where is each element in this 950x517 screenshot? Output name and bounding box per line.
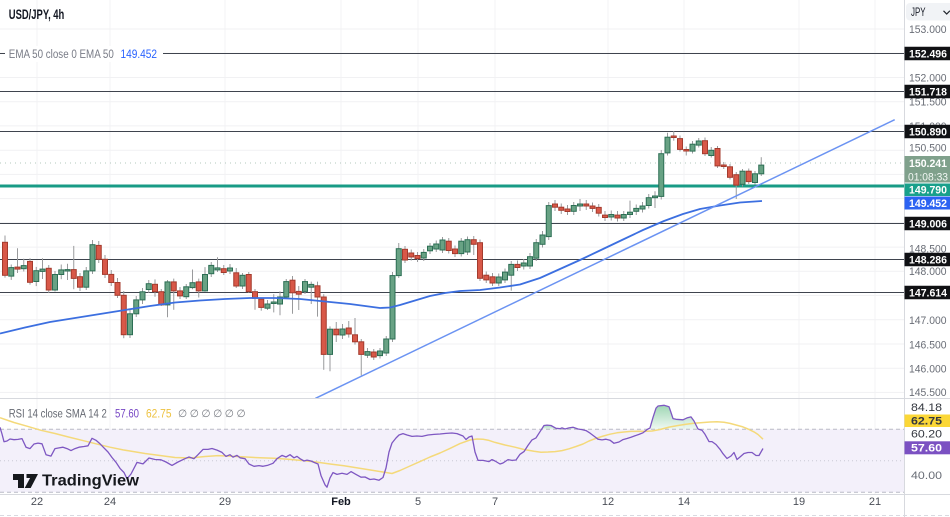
svg-text:Feb: Feb [331,496,351,508]
svg-text:152.000: 152.000 [909,72,947,84]
svg-text:149.006: 149.006 [909,218,947,230]
svg-text:01:08:33: 01:08:33 [908,171,948,183]
svg-text:146.000: 146.000 [909,363,947,375]
svg-text:∅: ∅ [190,408,199,420]
svg-text:7: 7 [492,496,498,508]
svg-text:60.20: 60.20 [911,429,942,441]
svg-text:EMA 50 close 0 EMA 50: EMA 50 close 0 EMA 50 [9,49,114,61]
svg-text:∅: ∅ [225,408,234,420]
svg-text:57.60: 57.60 [115,409,139,421]
svg-text:22: 22 [31,496,43,508]
svg-text:145.500: 145.500 [909,387,947,399]
svg-text:USD/JPY, 4h: USD/JPY, 4h [9,6,65,22]
svg-text:5: 5 [415,496,421,508]
svg-text:62.75: 62.75 [911,416,942,428]
svg-text:∅: ∅ [201,408,210,420]
svg-text:12: 12 [602,496,614,508]
svg-text:152.496: 152.496 [909,48,947,60]
svg-text:21: 21 [869,496,881,508]
svg-text:149.452: 149.452 [121,49,158,61]
svg-text:24: 24 [104,496,116,508]
svg-text:∅: ∅ [213,408,222,420]
svg-text:147.000: 147.000 [909,315,947,327]
svg-text:150.890: 150.890 [909,126,947,138]
svg-text:151.500: 151.500 [909,97,947,109]
svg-text:JPY: JPY [911,7,926,19]
svg-text:TradingView: TradingView [42,473,140,490]
svg-text:148.000: 148.000 [909,266,947,278]
svg-text:57.60: 57.60 [911,443,942,455]
svg-text:40.00: 40.00 [911,470,942,482]
svg-text:84.18: 84.18 [911,402,942,414]
svg-text:RSI 14 close SMA 14 2: RSI 14 close SMA 14 2 [9,409,107,421]
svg-text:19: 19 [793,496,805,508]
svg-text:14: 14 [678,496,690,508]
svg-text:62.75: 62.75 [146,409,172,421]
svg-text:148.500: 148.500 [909,243,947,255]
svg-text:148.286: 148.286 [909,254,947,266]
svg-text:153.000: 153.000 [909,24,947,36]
svg-text:29: 29 [219,496,231,508]
svg-text:151.718: 151.718 [909,86,947,98]
svg-text:149.790: 149.790 [909,185,947,197]
svg-text:∅: ∅ [237,408,246,420]
svg-text:∅: ∅ [178,408,187,420]
svg-text:149.452: 149.452 [909,198,947,210]
svg-text:150.241: 150.241 [909,158,947,170]
svg-text:147.614: 147.614 [909,287,948,299]
svg-text:146.500: 146.500 [909,339,947,351]
svg-text:150.500: 150.500 [909,142,947,154]
